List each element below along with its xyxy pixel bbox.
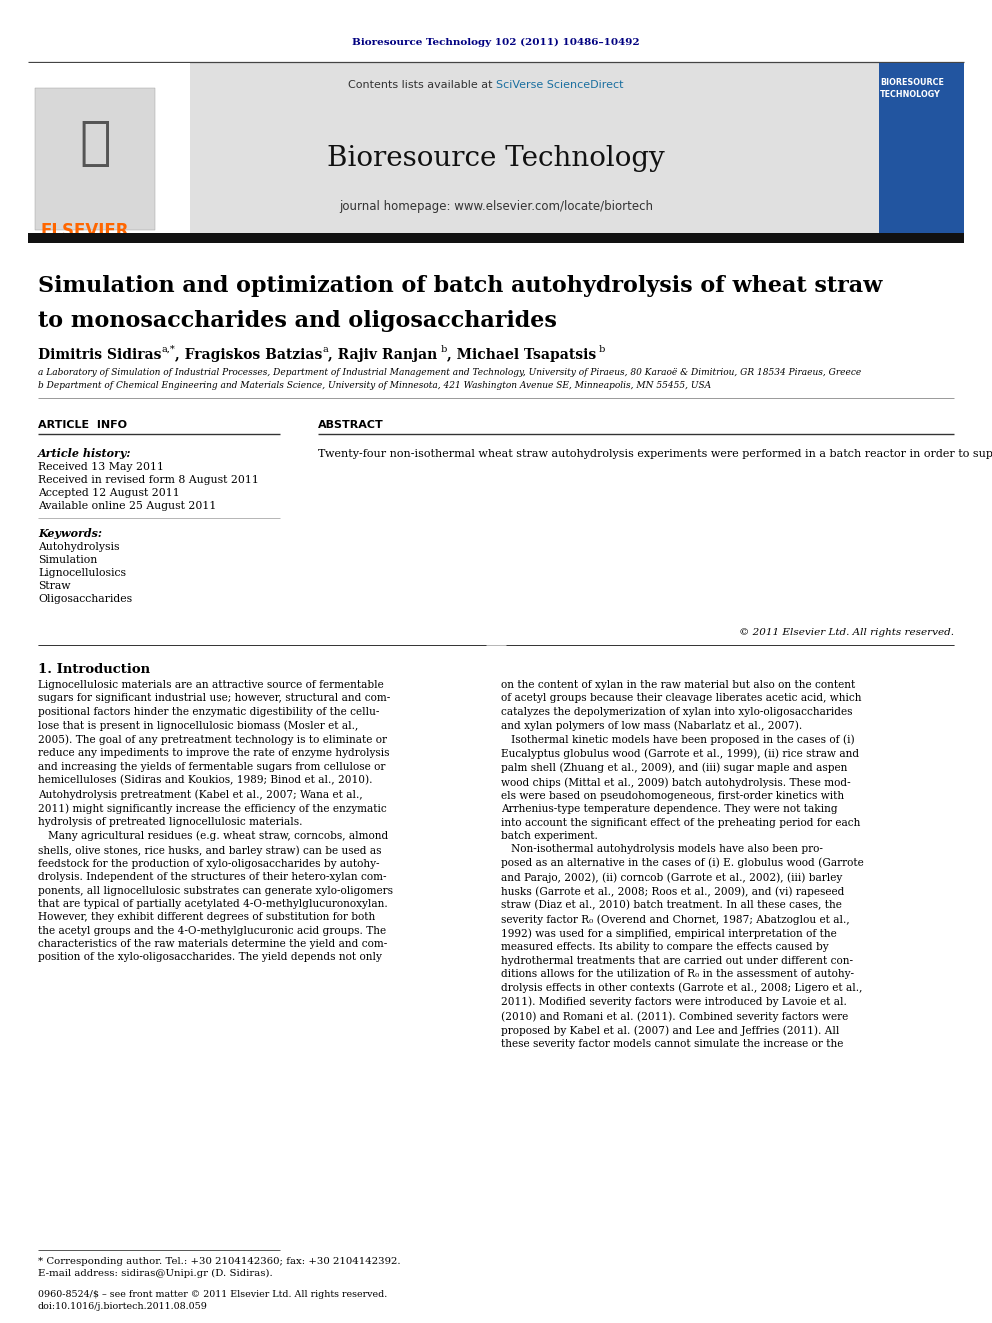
Text: , Rajiv Ranjan: , Rajiv Ranjan (328, 348, 437, 363)
Text: , Fragiskos Batzias: , Fragiskos Batzias (176, 348, 322, 363)
Text: © 2011 Elsevier Ltd. All rights reserved.: © 2011 Elsevier Ltd. All rights reserved… (739, 628, 954, 636)
Text: Twenty-four non-isothermal wheat straw autohydrolysis experiments were performed: Twenty-four non-isothermal wheat straw a… (318, 448, 992, 459)
Text: Simulation and optimization of batch autohydrolysis of wheat straw: Simulation and optimization of batch aut… (38, 275, 882, 296)
Text: a: a (322, 345, 328, 355)
Text: Keywords:: Keywords: (38, 528, 102, 538)
Text: E-mail address: sidiras@Unipi.gr (D. Sidiras).: E-mail address: sidiras@Unipi.gr (D. Sid… (38, 1269, 273, 1278)
Text: * Corresponding author. Tel.: +30 2104142360; fax: +30 2104142392.: * Corresponding author. Tel.: +30 210414… (38, 1257, 401, 1266)
Text: 0960-8524/$ – see front matter © 2011 Elsevier Ltd. All rights reserved.: 0960-8524/$ – see front matter © 2011 El… (38, 1290, 387, 1299)
Bar (28, 233, 964, 243)
Text: doi:10.1016/j.biortech.2011.08.059: doi:10.1016/j.biortech.2011.08.059 (38, 1302, 208, 1311)
Text: ARTICLE  INFO: ARTICLE INFO (38, 419, 127, 430)
Text: Received in revised form 8 August 2011: Received in revised form 8 August 2011 (38, 475, 259, 486)
Bar (28, 64, 964, 235)
Text: Bioresource Technology 102 (2011) 10486–10492: Bioresource Technology 102 (2011) 10486–… (352, 38, 640, 48)
Text: Bioresource Technology: Bioresource Technology (327, 146, 665, 172)
Bar (28, 64, 190, 235)
Text: on the content of xylan in the raw material but also on the content
of acetyl gr: on the content of xylan in the raw mater… (501, 680, 864, 1049)
Text: ELSEVIER: ELSEVIER (40, 222, 129, 239)
Text: Lignocellulosic materials are an attractive source of fermentable
sugars for sig: Lignocellulosic materials are an attract… (38, 680, 393, 962)
Text: BIORESOURCE
TECHNOLOGY: BIORESOURCE TECHNOLOGY (880, 78, 943, 99)
Text: Article history:: Article history: (38, 448, 132, 459)
Text: Accepted 12 August 2011: Accepted 12 August 2011 (38, 488, 180, 497)
Text: Contents lists available at: Contents lists available at (348, 79, 496, 90)
Text: a,*: a,* (162, 345, 176, 355)
Text: ABSTRACT: ABSTRACT (318, 419, 384, 430)
Text: Dimitris Sidiras: Dimitris Sidiras (38, 348, 162, 363)
Text: SciVerse ScienceDirect: SciVerse ScienceDirect (496, 79, 624, 90)
Text: Lignocellulosics: Lignocellulosics (38, 568, 126, 578)
Text: to monosaccharides and oligosaccharides: to monosaccharides and oligosaccharides (38, 310, 557, 332)
Text: b: b (596, 345, 606, 355)
Bar (35, 89, 155, 230)
Text: Simulation: Simulation (38, 556, 97, 565)
Text: Straw: Straw (38, 581, 70, 591)
Text: 🌳: 🌳 (79, 116, 111, 169)
Text: , Michael Tsapatsis: , Michael Tsapatsis (447, 348, 596, 363)
Text: b: b (437, 345, 447, 355)
Text: Oligosaccharides: Oligosaccharides (38, 594, 132, 605)
Text: Received 13 May 2011: Received 13 May 2011 (38, 462, 164, 472)
Text: Autohydrolysis: Autohydrolysis (38, 542, 119, 552)
Bar (879, 64, 964, 235)
Text: Available online 25 August 2011: Available online 25 August 2011 (38, 501, 216, 511)
Text: 1. Introduction: 1. Introduction (38, 663, 150, 676)
Text: b Department of Chemical Engineering and Materials Science, University of Minnes: b Department of Chemical Engineering and… (38, 381, 711, 390)
Text: journal homepage: www.elsevier.com/locate/biortech: journal homepage: www.elsevier.com/locat… (339, 200, 653, 213)
Text: a Laboratory of Simulation of Industrial Processes, Department of Industrial Man: a Laboratory of Simulation of Industrial… (38, 368, 861, 377)
